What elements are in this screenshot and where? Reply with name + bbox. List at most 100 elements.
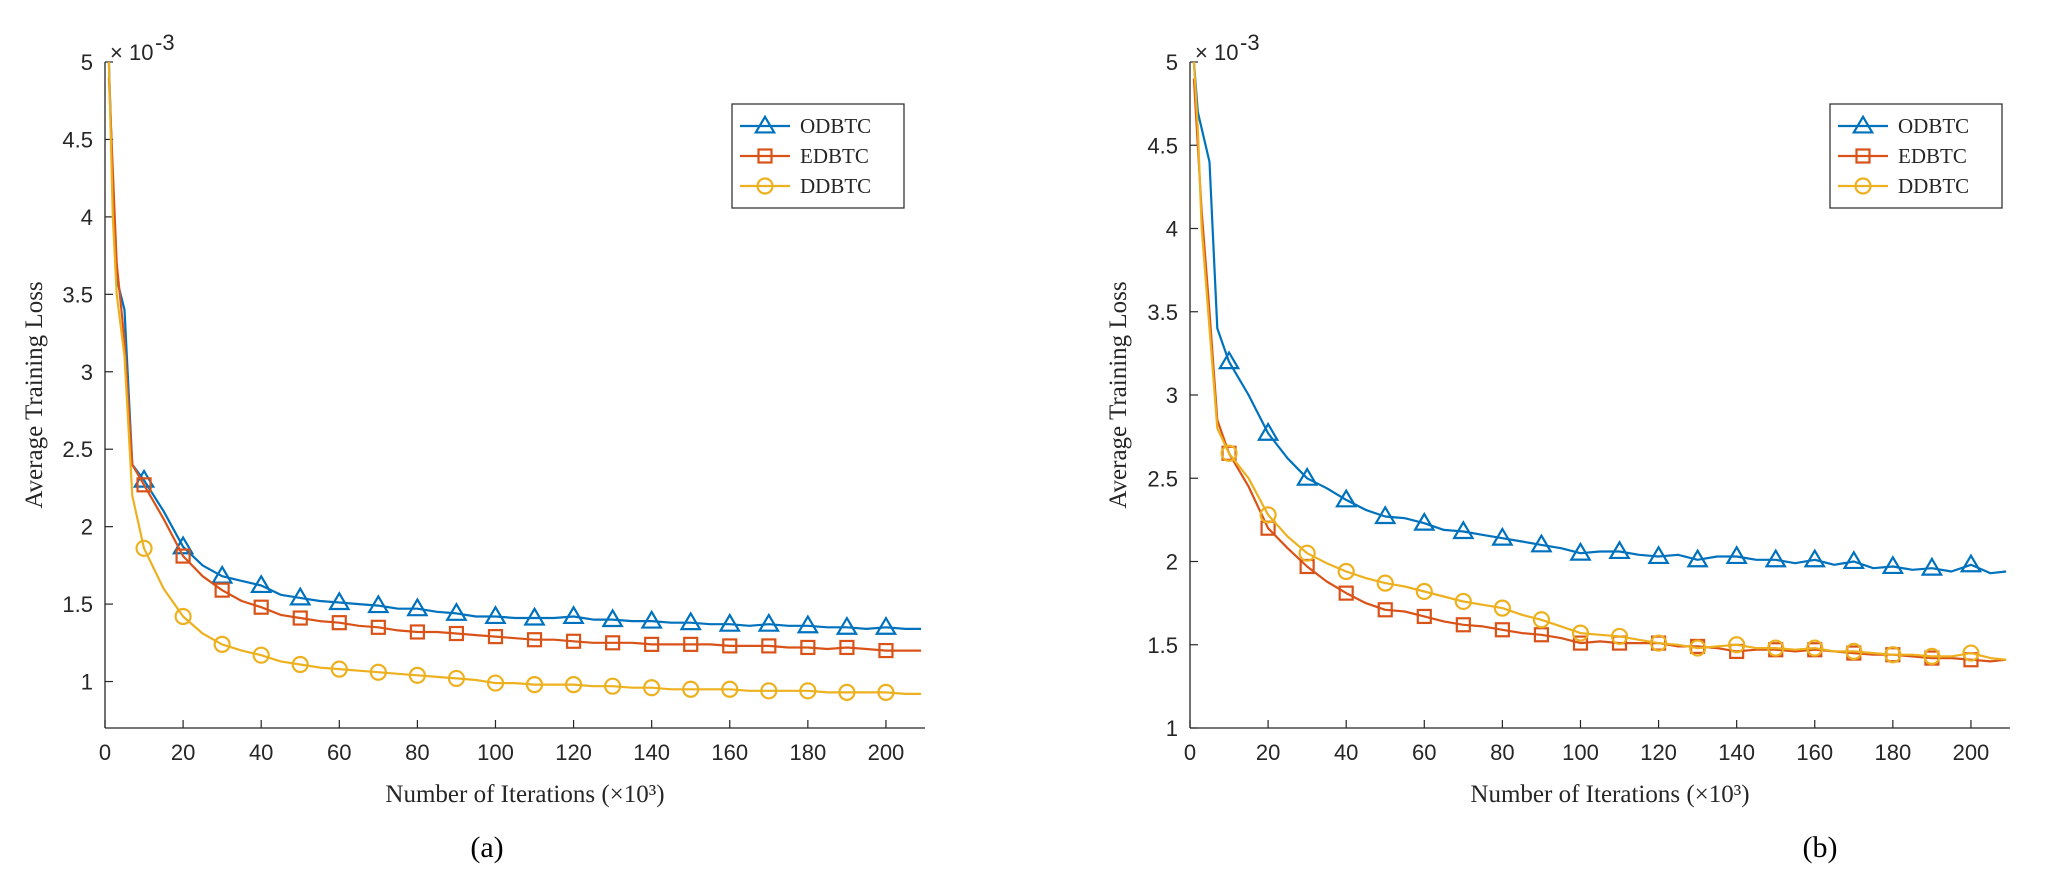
data-point-edbtc xyxy=(292,610,308,626)
series-line-edbtc xyxy=(107,77,922,652)
legend: ODBTC EDBTC DDBTC xyxy=(731,103,905,209)
data-point-ddbtc xyxy=(1649,634,1668,652)
y-tick-label: 2 xyxy=(81,515,93,540)
data-point-edbtc xyxy=(448,625,465,642)
x-tick-label: 140 xyxy=(633,740,670,765)
data-point-edbtc xyxy=(800,639,816,656)
data-point-ddbtc xyxy=(1923,647,1941,666)
x-tick-label: 120 xyxy=(1640,740,1677,765)
data-point-odbtc xyxy=(523,606,546,626)
y-exponent-base: × 10 xyxy=(1195,40,1238,65)
legend-marker-ddbtc xyxy=(1854,177,1872,195)
data-point-odbtc xyxy=(1569,541,1592,561)
x-tick-label: 120 xyxy=(555,740,592,765)
x-axis-label: Number of Iterations (×10³) xyxy=(385,781,664,808)
series-ddbtc xyxy=(107,61,922,701)
data-point-edbtc xyxy=(1494,622,1510,638)
x-tick-label: 80 xyxy=(405,740,429,765)
data-point-ddbtc xyxy=(447,669,466,688)
data-point-odbtc xyxy=(1920,556,1944,576)
y-exponent-label: × 10 -3 xyxy=(1195,30,1260,65)
data-point-ddbtc xyxy=(682,680,700,698)
legend-marker-odbtc xyxy=(753,114,777,134)
x-tick-label: 80 xyxy=(1490,740,1514,765)
y-tick-label: 3 xyxy=(81,360,93,385)
series-line-odbtc xyxy=(1192,61,2007,575)
data-point-edbtc xyxy=(370,619,386,635)
data-point-odbtc xyxy=(328,591,351,611)
data-point-odbtc xyxy=(718,612,741,632)
y-exponent-base: × 10 xyxy=(110,40,153,65)
y-exponent-label: × 10 -3 xyxy=(110,30,175,65)
data-point-edbtc xyxy=(565,633,582,649)
data-point-edbtc xyxy=(605,635,621,651)
x-tick-label: 200 xyxy=(868,740,905,765)
legend-marker-odbtc xyxy=(1851,114,1875,134)
data-point-ddbtc xyxy=(1689,639,1707,657)
data-point-odbtc xyxy=(874,615,898,635)
x-tick-label: 40 xyxy=(1334,740,1358,765)
data-point-edbtc xyxy=(1416,608,1432,625)
chart-panel-a: 0 20 40 60 80 100 120 140 160 180 200 1 1.5 2 2.5 3 3.5 4… xyxy=(21,30,925,864)
data-point-odbtc xyxy=(1452,520,1475,540)
data-point-odbtc xyxy=(1335,488,1358,508)
x-tick-label: 60 xyxy=(327,740,351,765)
data-point-odbtc xyxy=(1217,350,1241,370)
data-point-ddbtc xyxy=(1806,639,1824,657)
data-point-odbtc xyxy=(1764,548,1787,568)
x-tick-label: 20 xyxy=(171,740,195,765)
data-point-ddbtc xyxy=(1571,624,1590,642)
legend-marker-ddbtc xyxy=(756,177,774,195)
y-tick-label: 3 xyxy=(1166,383,1178,408)
data-point-odbtc xyxy=(1803,548,1826,568)
y-tick-label: 2 xyxy=(1166,550,1178,575)
data-point-ddbtc xyxy=(291,655,309,674)
legend-label-odbtc: ODBTC xyxy=(1898,114,1969,138)
data-point-odbtc xyxy=(1686,548,1709,568)
x-tick-label: 0 xyxy=(99,740,111,765)
x-tick-label: 180 xyxy=(1874,740,1911,765)
data-point-edbtc xyxy=(136,477,152,493)
data-point-edbtc xyxy=(1338,585,1354,601)
data-point-ddbtc xyxy=(330,660,348,678)
x-tick-label: 160 xyxy=(711,740,748,765)
data-point-odbtc xyxy=(1842,550,1865,570)
data-point-ddbtc xyxy=(252,646,270,664)
data-point-odbtc xyxy=(1647,545,1670,565)
data-point-ddbtc xyxy=(799,682,817,700)
y-tick-label: 4 xyxy=(1166,217,1178,242)
y-tick-label: 4.5 xyxy=(1147,133,1178,158)
legend-label-edbtc: EDBTC xyxy=(800,144,869,168)
y-axis-label: Average Training Loss xyxy=(1105,281,1132,508)
y-tick-label: 3.5 xyxy=(62,282,93,307)
data-point-odbtc xyxy=(562,605,585,625)
data-point-edbtc xyxy=(1377,602,1393,618)
data-point-edbtc xyxy=(175,548,191,564)
data-point-odbtc xyxy=(1374,505,1397,525)
series-line-odbtc xyxy=(107,61,922,631)
series-line-ddbtc xyxy=(107,61,922,696)
legend: ODBTC EDBTC DDBTC xyxy=(1829,103,2003,209)
data-point-ddbtc xyxy=(1493,599,1511,617)
y-exponent-power: -3 xyxy=(1240,30,1260,55)
data-point-edbtc xyxy=(1455,617,1471,633)
data-point-ddbtc xyxy=(838,683,856,701)
legend-label-odbtc: ODBTC xyxy=(800,114,871,138)
data-point-odbtc xyxy=(367,594,390,614)
data-point-ddbtc xyxy=(174,607,192,626)
data-point-edbtc xyxy=(839,639,855,656)
data-point-ddbtc xyxy=(643,679,661,697)
data-point-odbtc xyxy=(1881,555,1904,575)
x-tick-label: 200 xyxy=(1953,740,1990,765)
chart-panel-b: 0 20 40 60 80 100 120 140 160 180 200 1 1.5 2 2.5 3 3.5 4… xyxy=(1105,30,2010,864)
data-point-ddbtc xyxy=(721,680,739,698)
y-tick-label: 1 xyxy=(1166,716,1178,741)
legend-label-ddbtc: DDBTC xyxy=(800,174,871,198)
data-point-ddbtc xyxy=(1454,592,1472,611)
data-point-ddbtc xyxy=(1962,644,1980,662)
data-point-odbtc xyxy=(1296,466,1319,486)
y-tick-label: 2.5 xyxy=(1147,466,1178,491)
y-axis-label: Average Training Loss xyxy=(21,281,48,508)
series-edbtc xyxy=(107,77,922,659)
